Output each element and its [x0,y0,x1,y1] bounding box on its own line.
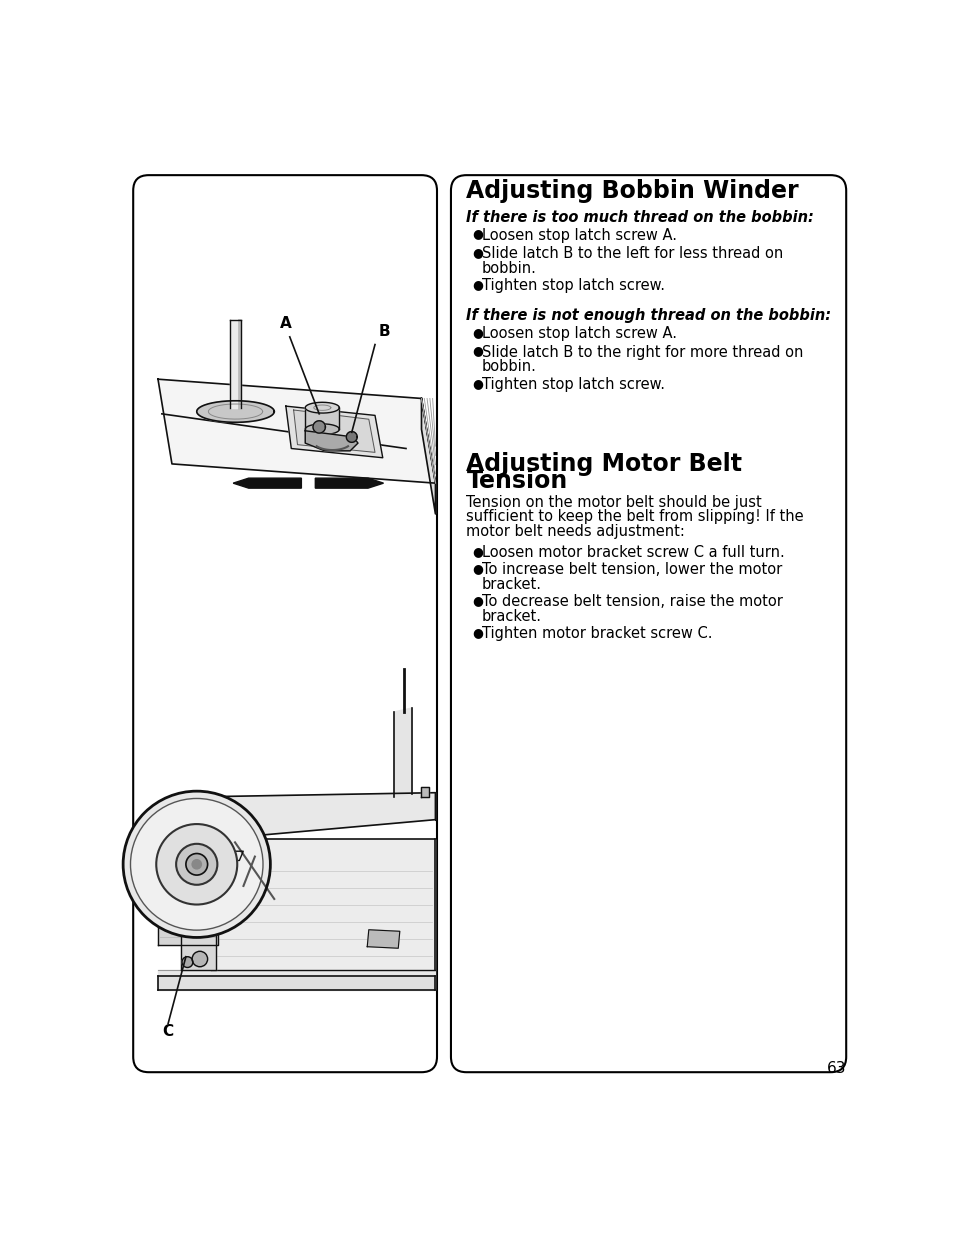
Text: sufficient to keep the belt from slipping! If the: sufficient to keep the belt from slippin… [466,509,803,525]
Text: ●: ● [472,626,482,640]
Text: Adjusting Bobbin Winder: Adjusting Bobbin Winder [466,179,799,203]
Text: Loosen stop latch screw A.: Loosen stop latch screw A. [481,227,677,242]
Text: If there is too much thread on the bobbin:: If there is too much thread on the bobbi… [466,210,814,225]
Circle shape [192,860,201,869]
Text: Loosen motor bracket screw C a full turn.: Loosen motor bracket screw C a full turn… [481,545,784,559]
Polygon shape [305,408,339,430]
Polygon shape [218,793,435,839]
Text: To decrease belt tension, raise the motor: To decrease belt tension, raise the moto… [481,594,782,609]
Text: Tighten stop latch screw.: Tighten stop latch screw. [481,377,664,391]
Text: A: A [280,316,292,331]
Text: ●: ● [472,278,482,291]
Text: Tighten stop latch screw.: Tighten stop latch screw. [481,278,664,294]
Polygon shape [230,320,241,409]
Text: If there is not enough thread on the bobbin:: If there is not enough thread on the bob… [466,308,831,322]
Text: ●: ● [472,246,482,259]
Text: ●: ● [472,545,482,558]
Text: Adjusting Motor Belt: Adjusting Motor Belt [466,452,741,477]
FancyArrow shape [315,478,383,488]
Text: B: B [378,324,390,340]
Polygon shape [208,851,243,862]
Text: 63: 63 [826,1061,845,1076]
Polygon shape [158,379,435,483]
Polygon shape [394,708,412,797]
Text: Slide latch B to the left for less thread on: Slide latch B to the left for less threa… [481,246,782,261]
Text: ●: ● [472,326,482,340]
Text: ●: ● [472,377,482,390]
Text: bobbin.: bobbin. [481,261,537,275]
Text: C: C [162,1024,172,1039]
Circle shape [182,957,193,967]
Polygon shape [196,401,274,422]
Polygon shape [286,406,382,458]
Polygon shape [313,421,325,433]
Text: bracket.: bracket. [481,609,541,624]
Polygon shape [305,403,339,412]
FancyBboxPatch shape [451,175,845,1072]
Polygon shape [211,839,435,969]
Circle shape [156,824,237,904]
Text: bracket.: bracket. [481,577,541,592]
Text: Tension: Tension [466,469,567,493]
Text: Tighten motor bracket screw C.: Tighten motor bracket screw C. [481,626,712,641]
Text: Tension on the motor belt should be just: Tension on the motor belt should be just [466,495,761,510]
Polygon shape [294,410,375,452]
Text: bobbin.: bobbin. [481,359,537,374]
Polygon shape [158,969,435,976]
Text: Loosen stop latch screw A.: Loosen stop latch screw A. [481,326,677,341]
Circle shape [192,951,208,967]
Circle shape [176,844,217,884]
Polygon shape [305,424,339,435]
FancyArrow shape [233,478,301,488]
Polygon shape [181,855,216,969]
Text: ●: ● [472,227,482,241]
Polygon shape [346,431,356,442]
FancyBboxPatch shape [133,175,436,1072]
Circle shape [186,853,208,876]
Text: To increase belt tension, lower the motor: To increase belt tension, lower the moto… [481,562,781,578]
Text: Slide latch B to the right for more thread on: Slide latch B to the right for more thre… [481,345,802,359]
Polygon shape [305,431,357,451]
Polygon shape [421,787,429,797]
Text: motor belt needs adjustment:: motor belt needs adjustment: [466,524,684,538]
Circle shape [131,799,263,930]
Polygon shape [158,862,218,945]
Polygon shape [367,930,399,948]
Text: ●: ● [472,562,482,576]
Polygon shape [158,976,435,989]
Text: ●: ● [472,594,482,608]
Text: ●: ● [472,345,482,358]
Circle shape [123,792,270,937]
Polygon shape [421,399,435,514]
